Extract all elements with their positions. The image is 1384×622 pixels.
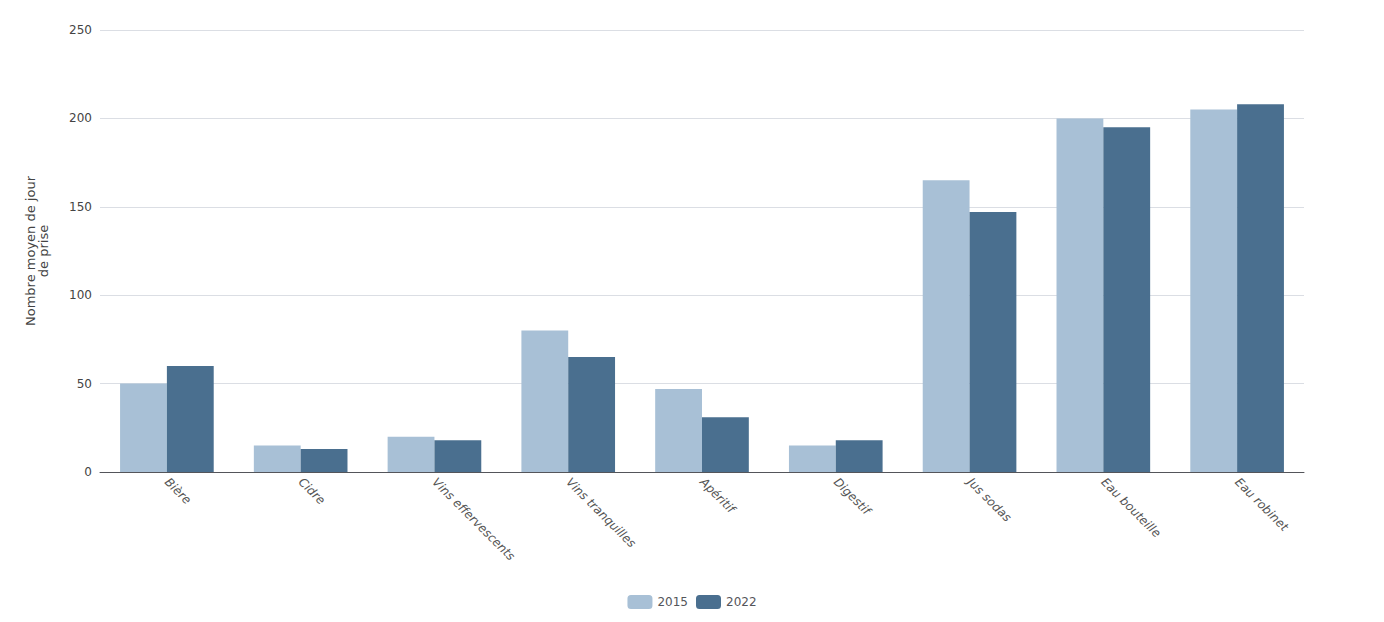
svg-text:Eau bouteille: Eau bouteille [1098,475,1163,540]
svg-text:Digestif: Digestif [831,475,875,519]
svg-text:150: 150 [69,200,92,214]
svg-text:2022: 2022 [726,595,757,609]
svg-text:250: 250 [69,23,92,37]
svg-text:Vins effervescents: Vins effervescents [429,475,517,563]
svg-text:Bière: Bière [162,475,194,507]
svg-text:50: 50 [77,377,92,391]
svg-text:Apéritif: Apéritif [696,474,739,517]
svg-text:0: 0 [84,465,92,479]
svg-text:Nombre moyen de jour: Nombre moyen de jour [23,176,38,326]
svg-text:Cidre: Cidre [296,475,328,507]
svg-text:de prise: de prise [36,225,51,277]
svg-text:100: 100 [69,288,92,302]
svg-text:Jus sodas: Jus sodas [963,474,1014,525]
svg-text:Vins tranquilles: Vins tranquilles [563,475,638,550]
svg-text:Eau robinet: Eau robinet [1232,475,1292,535]
svg-text:2015: 2015 [657,595,688,609]
svg-text:200: 200 [69,111,92,125]
